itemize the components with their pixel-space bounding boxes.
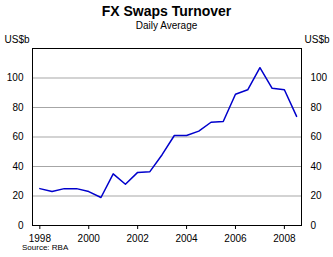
html-text:Daily Average: Daily Average (135, 20, 198, 31)
svg-text:2006: 2006 (224, 233, 247, 244)
svg-text:0: 0 (311, 220, 317, 231)
svg-text:US$b: US$b (5, 34, 30, 45)
svg-text:0: 0 (18, 220, 24, 231)
svg-text:100: 100 (311, 72, 328, 83)
svg-text:2000: 2000 (78, 233, 101, 244)
html-text:Source: RBA: Source: RBA (22, 243, 69, 252)
svg-text:20: 20 (12, 190, 24, 201)
svg-text:80: 80 (311, 102, 323, 113)
svg-text:1998: 1998 (29, 233, 52, 244)
svg-text:80: 80 (12, 102, 24, 113)
html-text:FX Swaps Turnover: FX Swaps Turnover (101, 3, 232, 19)
svg-text:100: 100 (7, 72, 24, 83)
svg-text:60: 60 (311, 131, 323, 142)
svg-text:40: 40 (311, 161, 323, 172)
svg-text:40: 40 (12, 161, 24, 172)
svg-text:US$b: US$b (304, 34, 329, 45)
svg-text:20: 20 (311, 190, 323, 201)
svg-text:2008: 2008 (273, 233, 296, 244)
svg-text:2004: 2004 (175, 233, 198, 244)
svg-text:2002: 2002 (127, 233, 150, 244)
svg-text:60: 60 (12, 131, 24, 142)
